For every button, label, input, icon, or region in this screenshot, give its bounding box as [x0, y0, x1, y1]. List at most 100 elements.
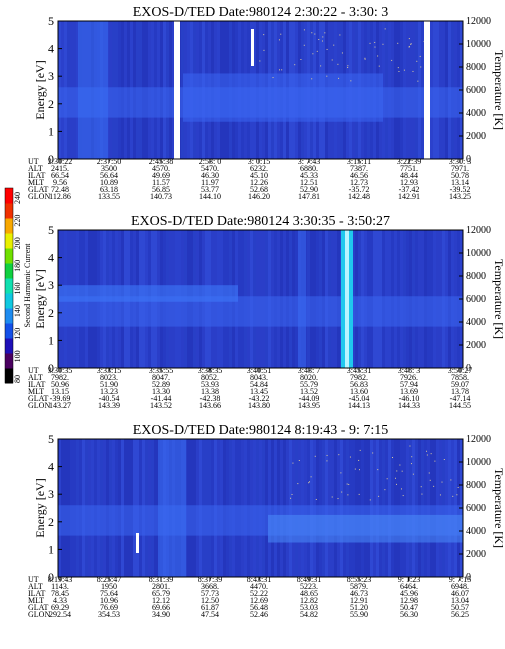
table-row-label: UT: [28, 157, 39, 166]
table-cell: 3:35:55: [149, 366, 173, 375]
y-tick-label: 2: [48, 306, 54, 320]
table-cell: -47.14: [450, 394, 471, 403]
energy-band: [58, 285, 238, 302]
y2-axis-label: Temperature [K]: [492, 50, 505, 130]
table-cell: 13.04: [451, 596, 469, 605]
table-cell: 52.90: [300, 185, 318, 194]
temperature-point: [338, 77, 340, 79]
table-row-label: ILAT: [28, 171, 45, 180]
table-cell: 143.25: [449, 192, 471, 201]
temperature-point: [410, 43, 412, 45]
temperature-point: [322, 36, 324, 38]
table-cell: 3:50:27: [448, 366, 472, 375]
colorbar-tick-label: 100: [13, 350, 22, 362]
temperature-point: [411, 456, 413, 458]
table-cell: 3:30:35: [48, 366, 72, 375]
heatmap-panel-3: EXOS-D/TED Date:980124 8:19:43 - 9: 7:15…: [28, 423, 505, 619]
temperature-point: [395, 483, 397, 485]
energy-band: [268, 514, 463, 543]
y2-tick-label: 10000: [466, 39, 491, 50]
colorbar-tick-label: 80: [13, 375, 22, 383]
colorbar-tick-label: 160: [13, 283, 22, 295]
temperature-point: [410, 463, 412, 465]
colorbar-segment: [5, 203, 13, 219]
table-cell: 5223.: [300, 582, 318, 591]
temperature-point: [331, 496, 333, 498]
table-cell: 3:48: 3: [398, 366, 420, 375]
table-cell: 13.78: [451, 387, 469, 396]
temperature-point: [382, 43, 384, 45]
table-cell: -43.22: [249, 394, 270, 403]
table-cell: 53.77: [201, 185, 219, 194]
colorbar-tick-label: 180: [13, 260, 22, 272]
temperature-point: [314, 455, 316, 457]
colorbar-segment: [5, 293, 13, 309]
panel-title: EXOS-D/TED Date:980124 2:30:22 - 3:30: 3: [133, 5, 388, 20]
table-cell: -37.42: [399, 185, 420, 194]
y2-axis-label: Temperature [K]: [492, 259, 505, 339]
panel-title: EXOS-D/TED Date:980124 8:19:43 - 9: 7:15: [133, 423, 388, 438]
temperature-point: [292, 462, 294, 464]
heatmap-stripe: [345, 230, 349, 368]
table-cell: 11.97: [201, 178, 219, 187]
table-cell: 56.30: [400, 610, 418, 619]
temperature-point: [377, 55, 379, 57]
temperature-point: [309, 481, 311, 483]
temperature-point: [408, 38, 410, 40]
table-cell: 52.46: [250, 610, 268, 619]
table-cell: 8023.: [100, 373, 118, 382]
table-cell: 143.95: [298, 401, 320, 410]
temperature-point: [384, 489, 386, 491]
table-cell: 56.85: [152, 185, 170, 194]
temperature-point: [324, 32, 326, 34]
table-cell: 46.73: [350, 589, 368, 598]
y2-tick-label: 4000: [466, 317, 486, 328]
table-cell: 3: 7:43: [298, 157, 320, 166]
table-cell: -44.09: [299, 394, 320, 403]
temperature-point: [340, 472, 342, 474]
temperature-point: [308, 482, 310, 484]
temperature-point: [278, 69, 280, 71]
temperature-point: [298, 459, 300, 461]
table-cell: 56.83: [350, 380, 368, 389]
temperature-point: [303, 29, 305, 31]
table-cell: 72.48: [51, 185, 69, 194]
temperature-point: [337, 63, 339, 65]
y-tick-label: 5: [48, 223, 54, 237]
table-cell: 6232.: [250, 164, 268, 173]
table-cell: 8:49:31: [297, 575, 321, 584]
table-cell: 7751.: [400, 164, 418, 173]
temperature-point: [314, 33, 316, 35]
table-cell: 4570.: [152, 164, 170, 173]
y-tick-label: 3: [48, 69, 54, 83]
temperature-point: [430, 453, 432, 455]
table-cell: 8:43:31: [247, 575, 271, 584]
table-cell: 10.89: [100, 178, 118, 187]
table-row-label: GLON: [28, 401, 50, 410]
y-tick-label: 3: [48, 278, 54, 292]
table-cell: 292.54: [49, 610, 71, 619]
table-cell: 47.54: [201, 610, 219, 619]
y-tick-label: 1: [48, 542, 54, 556]
heatmap-stripe: [183, 73, 383, 122]
table-row-label: GLAT: [28, 603, 49, 612]
temperature-point: [374, 41, 376, 43]
table-cell: 354.53: [98, 610, 120, 619]
temperature-point: [378, 65, 380, 67]
table-cell: 146.20: [248, 192, 270, 201]
table-cell: 3:15:11: [347, 157, 371, 166]
temperature-point: [320, 65, 322, 67]
table-cell: 140.73: [150, 192, 172, 201]
temperature-point: [294, 64, 296, 66]
table-cell: 49.69: [152, 171, 170, 180]
table-cell: 12.98: [400, 596, 418, 605]
table-cell: 112.86: [49, 192, 71, 201]
y2-tick-label: 4000: [466, 526, 486, 537]
colorbar-segment: [5, 188, 13, 204]
temperature-point: [364, 57, 366, 59]
temperature-point: [397, 42, 399, 44]
table-cell: 11.57: [152, 178, 170, 187]
temperature-point: [410, 43, 412, 45]
temperature-point: [263, 34, 265, 36]
